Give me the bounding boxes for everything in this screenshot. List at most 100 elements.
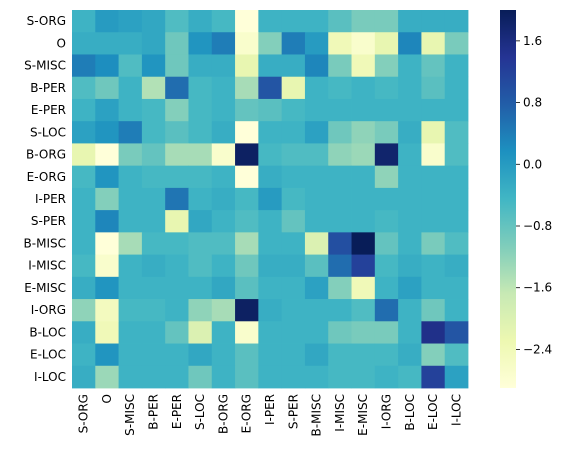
heatmap-cell-I-MISC-E-LOC (421, 254, 446, 278)
heatmap-cell-S-LOC-S-MISC (118, 121, 143, 144)
heatmap-cell-E-LOC-S-MISC (118, 343, 143, 367)
heatmap-cell-S-LOC-E-ORG (235, 121, 259, 144)
heatmap-cell-B-MISC-S-ORG (72, 232, 96, 255)
heatmap-cell-B-PER-I-ORG (374, 76, 399, 100)
column-label: S-MISC (123, 394, 137, 436)
heatmap-cell-I-MISC-B-ORG (211, 254, 236, 278)
heatmap-cell-O-B-MISC (304, 32, 329, 55)
row-label: B-PER (30, 81, 66, 95)
heatmap-cell-E-PER-S-PER (281, 98, 306, 122)
heatmap-cell-I-PER-I-MISC (328, 187, 352, 211)
column-label: I-ORG (379, 394, 393, 429)
heatmap-cell-E-MISC-E-LOC (421, 276, 446, 300)
row-label: E-MISC (24, 281, 66, 295)
heatmap-cell-S-MISC-I-ORG (374, 54, 399, 78)
heatmap-cell-E-ORG-E-LOC (421, 165, 446, 189)
heatmap-cell-B-LOC-E-ORG (235, 321, 259, 344)
heatmap-cell-S-ORG-I-ORG (374, 10, 399, 33)
heatmap-cell-S-ORG-I-MISC (328, 10, 352, 33)
heatmap-cell-S-ORG-E-ORG (235, 10, 259, 33)
heatmap-cell-O-S-PER (281, 32, 306, 55)
heatmap-cell-S-ORG-B-ORG (211, 10, 236, 33)
heatmap-cell-S-MISC-S-ORG (72, 54, 96, 78)
heatmap-cell-I-PER-S-LOC (188, 187, 213, 211)
heatmap-cell-E-PER-B-ORG (211, 98, 236, 122)
heatmap-cell-S-LOC-E-MISC (351, 121, 376, 144)
heatmap-cell-I-MISC-I-LOC (444, 254, 469, 278)
heatmap-cell-E-LOC-B-PER (141, 343, 166, 367)
heatmap-cell-S-PER-B-LOC (398, 210, 422, 233)
heatmap-cell-B-PER-E-MISC (351, 76, 376, 100)
heatmap-cell-I-ORG-E-ORG (235, 299, 259, 322)
heatmap-cell-I-ORG-S-ORG (72, 299, 96, 322)
heatmap-cell-O-E-ORG (235, 32, 259, 55)
heatmap-cell-I-MISC-B-PER (141, 254, 166, 278)
heatmap-cell-I-LOC-B-MISC (304, 365, 329, 389)
heatmap-cell-E-MISC-E-MISC (351, 276, 376, 300)
heatmap-cell-B-LOC-I-ORG (374, 321, 399, 344)
heatmap-cell-B-ORG-O (95, 143, 119, 167)
heatmap-cell-B-LOC-S-LOC (188, 321, 213, 344)
heatmap-cell-E-LOC-B-ORG (211, 343, 236, 367)
heatmap-cell-I-PER-O (95, 187, 119, 211)
heatmap-cell-I-ORG-B-MISC (304, 299, 329, 322)
row-label: E-LOC (30, 348, 66, 362)
heatmap-cell-I-LOC-B-PER (141, 365, 166, 389)
heatmap-cell-S-LOC-S-PER (281, 121, 306, 144)
heatmap-cell-S-LOC-B-PER (141, 121, 166, 144)
row-label: B-ORG (26, 148, 66, 162)
heatmap-cell-E-MISC-S-MISC (118, 276, 143, 300)
heatmap-cell-S-MISC-E-PER (165, 54, 189, 78)
heatmap-cell-B-PER-B-ORG (211, 76, 236, 100)
heatmap-cell-E-LOC-S-ORG (72, 343, 96, 367)
heatmap-cell-S-ORG-I-PER (258, 10, 283, 33)
heatmap-cell-E-ORG-O (95, 165, 119, 189)
heatmap-cell-B-LOC-E-MISC (351, 321, 376, 344)
heatmap-cell-E-PER-B-MISC (304, 98, 329, 122)
heatmap-cell-I-ORG-S-PER (281, 299, 306, 322)
heatmap-cell-O-O (95, 32, 119, 55)
heatmap-cell-S-LOC-S-LOC (188, 121, 213, 144)
column-label: I-LOC (449, 394, 463, 426)
heatmap-cell-S-PER-E-PER (165, 210, 189, 233)
heatmap-cell-O-I-LOC (444, 32, 469, 55)
row-label: S-ORG (27, 14, 66, 28)
column-label: B-MISC (310, 394, 324, 436)
heatmap-cell-B-ORG-S-PER (281, 143, 306, 167)
column-label: B-LOC (403, 394, 417, 431)
heatmap-cell-B-MISC-E-LOC (421, 232, 446, 255)
heatmap-cell-S-ORG-S-LOC (188, 10, 213, 33)
heatmap-cell-B-PER-I-MISC (328, 76, 352, 100)
heatmap-cell-E-LOC-B-LOC (398, 343, 422, 367)
heatmap-cell-B-LOC-E-LOC (421, 321, 446, 344)
heatmap-cell-I-PER-B-LOC (398, 187, 422, 211)
heatmap-cell-S-ORG-B-PER (141, 10, 166, 33)
heatmap-cell-I-ORG-B-PER (141, 299, 166, 322)
heatmap-cell-S-PER-B-MISC (304, 210, 329, 233)
heatmap-cell-E-ORG-I-PER (258, 165, 283, 189)
heatmap-cell-E-PER-I-MISC (328, 98, 352, 122)
heatmap-cell-I-LOC-S-LOC (188, 365, 213, 389)
heatmap-cell-B-PER-E-LOC (421, 76, 446, 100)
colorbar-tick-label: −0.8 (523, 219, 552, 233)
heatmap-cell-S-MISC-S-PER (281, 54, 306, 78)
heatmap-cell-O-I-PER (258, 32, 283, 55)
heatmap-cell-I-MISC-S-PER (281, 254, 306, 278)
heatmap-cell-E-MISC-I-LOC (444, 276, 469, 300)
heatmap-cell-S-LOC-E-LOC (421, 121, 446, 144)
heatmap-cell-B-ORG-S-MISC (118, 143, 143, 167)
heatmap-cell-E-MISC-I-MISC (328, 276, 352, 300)
column-label: S-PER (286, 394, 300, 429)
heatmap-cell-E-ORG-B-ORG (211, 165, 236, 189)
heatmap-cell-E-LOC-E-PER (165, 343, 189, 367)
heatmap-cell-I-ORG-E-MISC (351, 299, 376, 322)
heatmap-cell-I-LOC-I-LOC (444, 365, 469, 389)
heatmap-cell-B-PER-B-PER (141, 76, 166, 100)
heatmap-cell-O-B-PER (141, 32, 166, 55)
heatmap-cells (72, 10, 469, 389)
row-label: I-ORG (31, 303, 66, 317)
heatmap-cell-B-MISC-S-PER (281, 232, 306, 255)
heatmap-cell-B-MISC-B-LOC (398, 232, 422, 255)
heatmap-cell-B-ORG-S-LOC (188, 143, 213, 167)
